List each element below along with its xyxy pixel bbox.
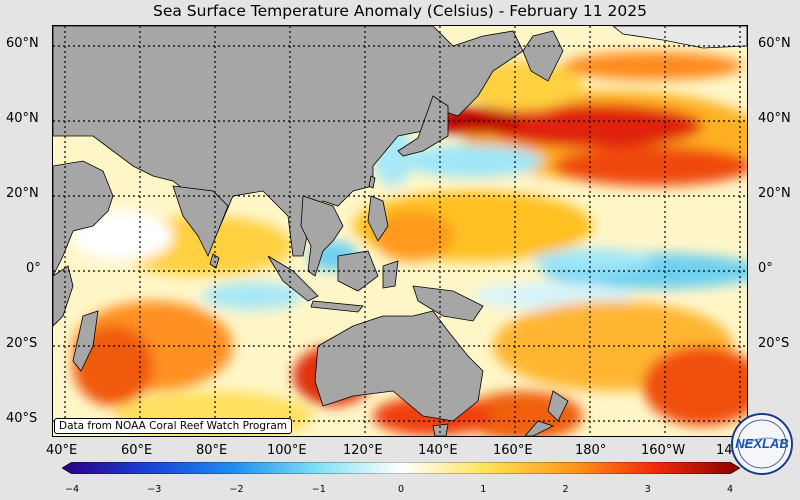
lon-label-60e: 60°E xyxy=(121,443,153,458)
graticule xyxy=(53,26,747,436)
colorbar-tick-label: −3 xyxy=(147,484,162,495)
colorbar-tick-label: 1 xyxy=(480,484,487,495)
map-svg xyxy=(53,26,747,436)
lat-label-0: 0° xyxy=(26,261,41,276)
colorbar xyxy=(62,462,740,474)
lat-label-20n: 20°N xyxy=(6,186,39,201)
lat-label-40n-right: 40°N xyxy=(758,111,791,126)
sst-anomaly-map xyxy=(52,25,748,437)
lat-label-60n: 60°N xyxy=(6,36,39,51)
colorbar-tick-label: −4 xyxy=(64,484,80,495)
lon-label-140w: 140°W xyxy=(716,443,734,458)
lat-label-0-right: 0° xyxy=(758,261,773,276)
nexlab-logo: NEXLAB xyxy=(731,413,793,475)
lon-label-100e: 100°E xyxy=(267,443,307,458)
lon-label-140e: 140°E xyxy=(418,443,458,458)
lat-label-40s: 40°S xyxy=(6,411,38,426)
logo-text: NEXLAB xyxy=(735,436,788,451)
land xyxy=(53,26,747,436)
colorbar-tick-label: −1 xyxy=(311,484,326,495)
colorbar-tick-label: 0 xyxy=(397,484,405,495)
lon-label-80e: 80°E xyxy=(196,443,228,458)
lon-label-160e: 160°E xyxy=(493,443,533,458)
lat-label-20n-right: 20°N xyxy=(758,186,791,201)
colorbar-tick-label: 3 xyxy=(644,484,651,495)
colorbar-tick-label: −2 xyxy=(229,484,244,495)
lat-label-60n-right: 60°N xyxy=(758,36,791,51)
colorbar-tick-label: 4 xyxy=(726,484,734,495)
lat-label-20s-right: 20°S xyxy=(758,336,790,351)
data-credit: Data from NOAA Coral Reef Watch Program xyxy=(54,418,292,434)
lat-label-40n: 40°N xyxy=(6,111,39,126)
lat-label-20s: 20°S xyxy=(6,336,38,351)
lon-label-160w: 160°W xyxy=(641,443,686,458)
map-title: Sea Surface Temperature Anomaly (Celsius… xyxy=(153,2,647,20)
lon-label-40e: 40°E xyxy=(46,443,78,458)
lon-label-180: 180° xyxy=(575,443,607,458)
lon-label-120e: 120°E xyxy=(343,443,383,458)
colorbar-tick-label: 2 xyxy=(562,484,569,495)
